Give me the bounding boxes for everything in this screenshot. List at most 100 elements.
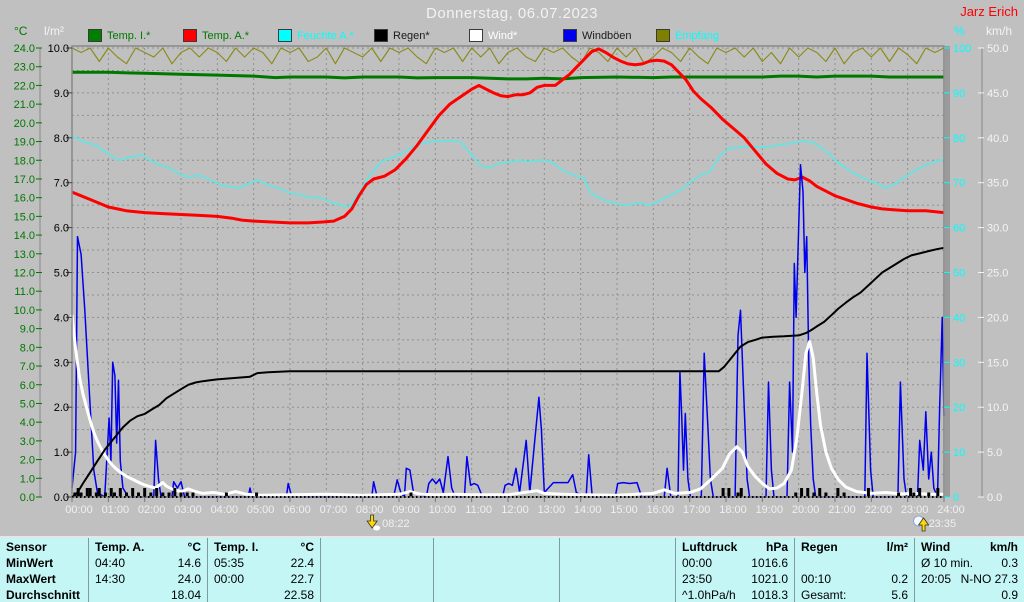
- table-cell: Durchschnitt: [6, 588, 81, 602]
- table-cell: 5.6: [891, 588, 908, 602]
- plot-right-bar: [945, 46, 950, 497]
- series-wind: [70, 314, 944, 497]
- svg-text:1.0: 1.0: [54, 447, 69, 459]
- table-cell: Sensor: [6, 540, 47, 554]
- table-cell: Wind: [921, 540, 951, 554]
- svg-text:30.0: 30.0: [987, 223, 1008, 235]
- table-row: [560, 555, 675, 571]
- svg-text:70: 70: [953, 178, 965, 190]
- svg-text:9.0: 9.0: [54, 88, 69, 100]
- svg-text:3.0: 3.0: [20, 436, 35, 448]
- table-cell: 05:35: [214, 556, 245, 570]
- table-cell: hPa: [765, 540, 788, 554]
- svg-text:2.0: 2.0: [20, 455, 35, 467]
- svg-text:10.0: 10.0: [48, 43, 69, 55]
- svg-text:15.0: 15.0: [14, 211, 35, 223]
- svg-text:10.0: 10.0: [987, 402, 1008, 414]
- chart-title: Donnerstag, 06.07.2023: [426, 5, 598, 22]
- table-row: Sensor: [0, 539, 88, 555]
- svg-text:20.0: 20.0: [14, 118, 35, 130]
- legend-label: Windböen: [582, 29, 632, 42]
- table-cell: 00:10: [801, 572, 832, 586]
- svg-text:40.0: 40.0: [987, 133, 1008, 145]
- table-row: 20:05 N-NO 27.3: [915, 571, 1024, 587]
- weather-chart: 24.0 23.0 22.0 21.0 20.0 19.0 18.0 17.0 16.0 15.0…: [14, 43, 1008, 532]
- arrow-down-marker: [366, 514, 381, 531]
- table-header-row: Temp. A. °C: [89, 539, 207, 555]
- table-cell: 24.0: [177, 572, 201, 586]
- svg-text:22.0: 22.0: [14, 80, 35, 92]
- svg-text:16:00: 16:00: [647, 504, 675, 516]
- table-row: 23:50 1021.0: [676, 571, 794, 587]
- table-column-empty-2: [320, 538, 433, 602]
- svg-text:40: 40: [953, 312, 965, 324]
- svg-text:50.0: 50.0: [987, 43, 1008, 55]
- svg-text:20:00: 20:00: [792, 504, 820, 516]
- table-cell: Luftdruck: [682, 540, 738, 554]
- table-row: [321, 587, 433, 602]
- table-header-row: Wind km/h: [915, 539, 1024, 555]
- svg-text:7.0: 7.0: [54, 178, 69, 190]
- series-regen-summe: [71, 246, 945, 498]
- svg-text:03:00: 03:00: [174, 504, 202, 516]
- svg-text:0: 0: [953, 492, 959, 504]
- table-row: 00:00 1016.6: [676, 555, 794, 571]
- table-cell: 0.9: [1001, 588, 1018, 602]
- table-row: Durchschnitt: [0, 587, 88, 602]
- table-header-row: Temp. I. °C: [208, 539, 320, 555]
- svg-text:24:00: 24:00: [937, 504, 965, 516]
- legend: Temp. I.* Temp. A.* Feuchte A.* Regen* Wind*…: [0, 29, 1024, 45]
- table-cell: 22.4: [290, 556, 314, 570]
- svg-text:16.0: 16.0: [14, 193, 35, 205]
- moon-arrow-up-marker: [913, 515, 930, 532]
- table-row: 22.58: [208, 587, 320, 602]
- table-header-row: [560, 539, 675, 555]
- table-cell: 1016.6: [751, 556, 788, 570]
- svg-text:20: 20: [953, 402, 965, 414]
- rain-lm2-axis-labels: 10.0 9.0 8.0 7.0 6.0 5.0 4.0 3.0 2.0 1.0 0.0: [48, 43, 72, 504]
- table-cell: ^1.0hPa/h: [682, 588, 736, 602]
- table-column-temp-i: Temp. I. °C 05:35 22.4 00:00 22.7 22.58: [207, 538, 320, 602]
- svg-text:2.0: 2.0: [54, 402, 69, 414]
- svg-text:21:00: 21:00: [828, 504, 856, 516]
- table-row: 0.9: [915, 587, 1024, 602]
- svg-text:11:00: 11:00: [465, 504, 492, 516]
- svg-text:10: 10: [953, 447, 965, 459]
- svg-text:10.0: 10.0: [14, 305, 35, 317]
- svg-text:15:00: 15:00: [610, 504, 638, 516]
- legend-swatch-icon: [469, 29, 483, 42]
- svg-text:50: 50: [953, 268, 965, 280]
- table-cell: 22.58: [283, 588, 314, 602]
- legend-item-empfang: Empfang: [656, 29, 719, 42]
- unit-label-kmh: km/h: [986, 24, 1013, 38]
- svg-text:04:00: 04:00: [211, 504, 239, 516]
- svg-text:15.0: 15.0: [987, 357, 1008, 369]
- stats-table: Sensor MinWert MaxWert Durchschnitt Temp. A.…: [0, 536, 1024, 602]
- grid-lines: [71, 47, 945, 498]
- table-column-empty-3: [433, 538, 559, 602]
- table-column-temp-a: Temp. A. °C 04:40 14.6 14:30 24.0 18.04: [88, 538, 207, 602]
- table-row: 00:10 0.2: [795, 571, 914, 587]
- svg-text:4.0: 4.0: [20, 417, 35, 429]
- svg-text:8.0: 8.0: [54, 133, 69, 145]
- table-cell: °C: [300, 540, 314, 554]
- table-header-row: [321, 539, 433, 555]
- svg-text:19:00: 19:00: [756, 504, 784, 516]
- table-cell: 1021.0: [751, 572, 788, 586]
- svg-text:12:00: 12:00: [501, 504, 529, 516]
- table-row: [321, 571, 433, 587]
- series-feuchte-a: [71, 135, 945, 208]
- legend-swatch-icon: [183, 29, 197, 42]
- legend-item-wind: Wind*: [469, 29, 517, 42]
- table-cell: 0.2: [891, 572, 908, 586]
- svg-text:14:00: 14:00: [574, 504, 602, 516]
- table-cell: 22.7: [290, 572, 314, 586]
- table-row: 14:30 24.0: [89, 571, 207, 587]
- table-cell: Ø 10 min.: [921, 556, 974, 570]
- table-column-regen: Regen l/m² 00:10 0.2 Gesamt: 5.6: [794, 538, 914, 602]
- legend-swatch-icon: [374, 29, 388, 42]
- table-row: 00:00 22.7: [208, 571, 320, 587]
- svg-text:18.0: 18.0: [14, 155, 35, 167]
- svg-text:22:00: 22:00: [865, 504, 893, 516]
